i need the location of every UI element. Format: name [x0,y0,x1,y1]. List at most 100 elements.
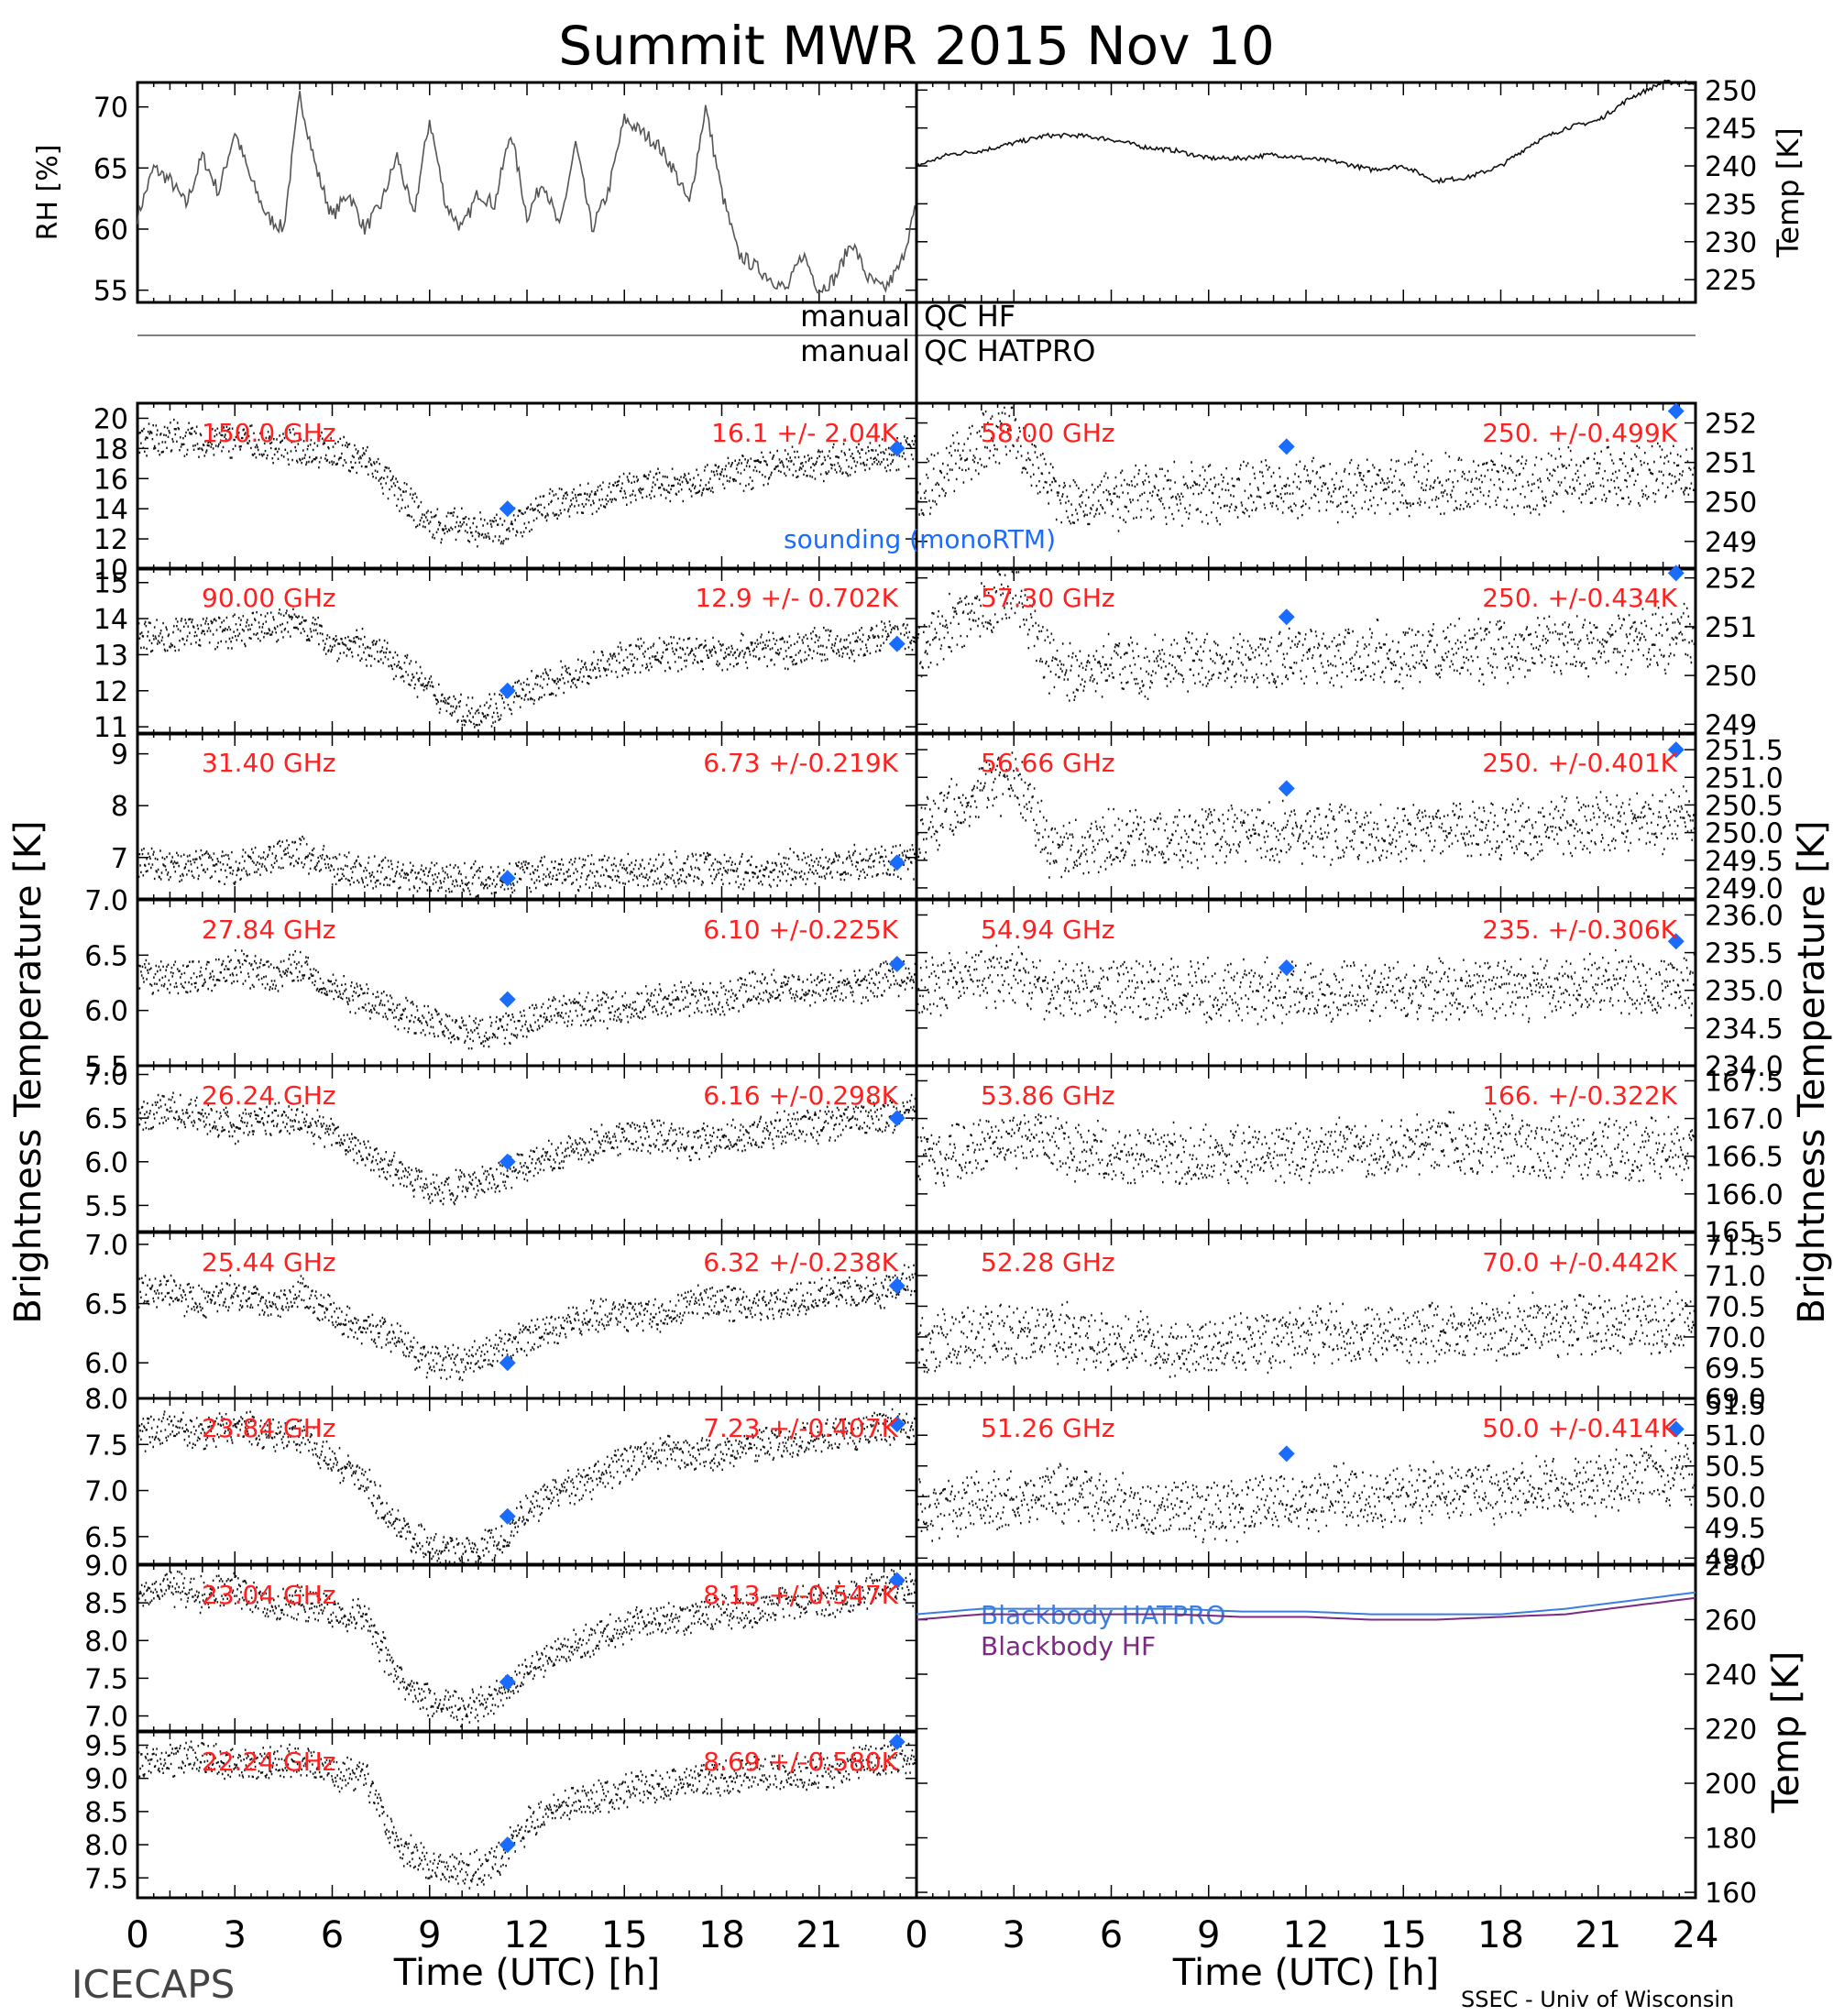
sounding-legend: sounding (monoRTM) [784,524,1056,554]
panel-right-6: 49.049.550.050.551.051.5 51.26 GHz 50.0 +/… [915,1390,1766,1575]
panel-right-5: 69.069.570.070.571.071.5 52.28 GHz 70.0 +/… [915,1230,1766,1416]
y-tick-label: 220 [1705,1715,1757,1747]
sounding-point [499,1836,516,1854]
y-tick-label: 7.5 [84,1430,128,1462]
y-tick-label: 245 [1705,114,1757,146]
y-tick-label: 20 [93,403,128,435]
y-tick-label: 180 [1705,1824,1757,1856]
panel-left-8: 7.58.08.59.09.5 22.24 GHz 8.69 +/-0.580K [84,1730,918,1900]
y-tick-label: 234.5 [1705,1013,1784,1046]
y-tick-label: 251.5 [1705,735,1784,767]
panel-left-7: 7.0 7.5 8.0 8.5 9.0 23.04 GHz 8.13 +/-0.547K [84,1550,918,1734]
y-tick-label: 69.5 [1705,1353,1766,1385]
y-tick-label: 70.5 [1705,1291,1766,1323]
freq-label: 90.00 GHz [202,583,336,613]
freq-label: 26.24 GHz [202,1080,336,1111]
y-tick-label: 6.0 [84,1348,128,1380]
tb-scatter [137,1408,917,1566]
plot-frame [136,81,918,304]
freq-label: 57.30 GHz [981,583,1115,613]
x-tick-label-right: 9 [1197,1914,1220,1956]
sounding-point [888,1733,906,1750]
y-tick-label: 9.0 [84,1550,128,1583]
y-tick-label: 50.5 [1705,1452,1766,1484]
plot-frame [915,81,1697,304]
sounding-point [1667,933,1685,950]
sounding-point [888,1110,906,1127]
sounding-point [1278,608,1295,626]
sounding-point [888,635,906,652]
y-tick-label: 240 [1705,1660,1757,1692]
tb-scatter [916,1290,1696,1378]
blackbody-line-1 [916,1596,1696,1621]
blackbody-line-0 [916,1591,1696,1616]
y-tick-label: 249.5 [1705,846,1784,878]
y-tick-label: 12 [93,524,128,556]
sounding-point [1667,564,1685,582]
panel-right-0: 249 250 251 252 58.00 GHz 250. +/-0.499K [915,401,1757,571]
panel-right-1: 249 250 251 252 57.30 GHz 250. +/-0.434K [915,564,1757,741]
y-tick-label: 235.0 [1705,976,1784,1008]
y-tick-label: 160 [1705,1878,1757,1910]
y-tick-label: 8.5 [84,1588,128,1620]
temp-line [916,79,1695,185]
y-tick-label: 252 [1705,409,1757,441]
y-tick-label: 71.0 [1705,1261,1766,1293]
tb-scatter [137,1569,917,1728]
sounding-point [499,870,516,887]
sounding-point [888,1572,906,1589]
y-tick-label: 8.0 [84,1626,128,1658]
y-tick-label: 167.5 [1705,1066,1784,1098]
tb-scatter [916,402,1696,532]
y-tick-label: 49.0 [1705,1543,1766,1575]
x-tick-label-right: 12 [1283,1914,1330,1956]
y-tick-label: 15 [93,568,128,600]
x-tick-label-left: 9 [418,1914,441,1956]
y-tick-label: 49.5 [1705,1513,1766,1545]
y-tick-label: 8 [111,791,128,823]
y-tick-label: 16 [93,464,128,496]
freq-label: 53.86 GHz [981,1080,1115,1111]
y-tick-label: 230 [1705,227,1757,259]
right-y-axis-label: Brightness Temperature [K] [1791,820,1833,1323]
tb-scatter [137,949,917,1050]
sounding-point [499,682,516,699]
stat-label: 7.23 +/-0.407K [703,1413,898,1443]
tb-scatter [916,566,1696,702]
sounding-point [888,955,906,972]
stat-label: 8.69 +/-0.580K [703,1747,898,1777]
tb-scatter [137,1740,917,1890]
y-tick-label: 10 [93,554,128,586]
sounding-point [499,1673,516,1691]
freq-label: 51.26 GHz [981,1413,1115,1443]
y-tick-label: 11 [93,712,128,744]
y-tick-label: 5.5 [84,1051,128,1083]
y-tick-label: 249 [1705,709,1757,741]
blackbody-axis-label: Temp [K] [1765,1651,1807,1814]
panel-left-2: 7 8 9 31.40 GHz 6.73 +/-0.219K [111,731,918,901]
y-tick-label: 60 [93,214,128,247]
stat-label: 235. +/-0.306K [1482,915,1677,945]
tb-scatter [916,1108,1696,1187]
sounding-point [888,1416,906,1433]
tb-scatter [137,1264,917,1382]
y-tick-label: 166.5 [1705,1142,1784,1174]
x-axis-label-right: Time (UTC) [h] [1172,1952,1439,1994]
y-tick-label: 7 [111,843,128,875]
sounding-point [499,991,516,1008]
x-tick-label-right: 15 [1380,1914,1427,1956]
y-tick-label: 9.0 [84,1764,128,1796]
y-tick-label: 252 [1705,564,1757,596]
x-axis-label-left: Time (UTC) [h] [393,1952,660,1994]
freq-label: 22.24 GHz [202,1747,336,1777]
stat-label: 16.1 +/- 2.04K [711,418,898,448]
rh-line [137,91,916,294]
y-tick-label: 167.0 [1705,1104,1784,1136]
y-tick-label: 166.0 [1705,1179,1784,1211]
y-tick-label: 165.5 [1705,1217,1784,1249]
y-tick-label: 250 [1705,75,1757,107]
stat-label: 250. +/-0.401K [1482,748,1677,778]
tb-scatter [916,1441,1696,1544]
y-tick-label: 70 [93,93,128,125]
